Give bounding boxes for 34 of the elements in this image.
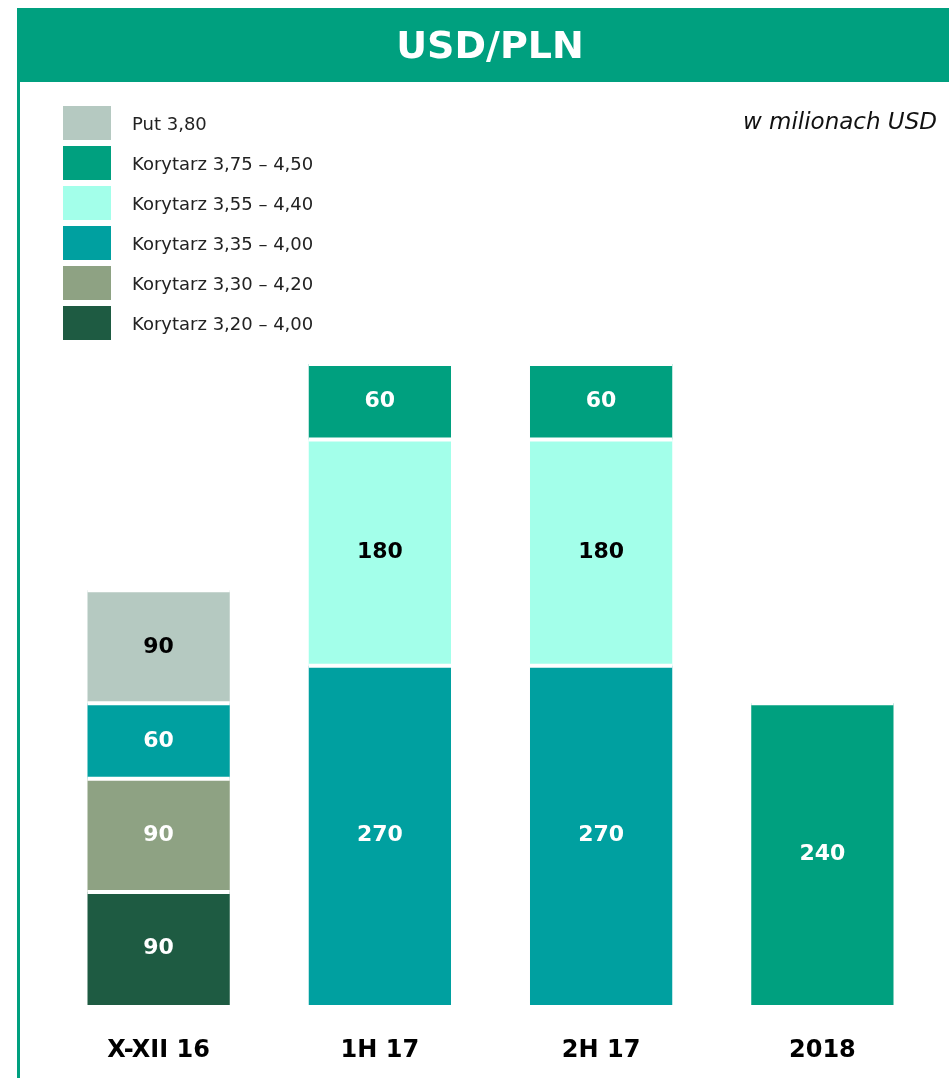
chart-title: USD/PLN	[396, 23, 584, 67]
data-label: 270	[578, 821, 625, 847]
data-label: 60	[143, 726, 174, 752]
legend-label: Korytarz 3,30 – 4,20	[132, 272, 314, 294]
data-label: 60	[585, 387, 617, 413]
data-label: 270	[356, 821, 403, 847]
bar	[87, 891, 230, 1005]
bar	[308, 364, 452, 440]
data-label: 180	[356, 538, 403, 564]
bar	[308, 439, 452, 666]
data-label: 180	[578, 538, 625, 564]
legend-label: Korytarz 3,75 – 4,50	[132, 152, 314, 174]
data-label: 240	[799, 839, 846, 865]
bar	[87, 778, 230, 892]
bar	[87, 703, 230, 779]
x-tick-label: 1H 17	[340, 1034, 420, 1063]
bar	[529, 665, 673, 1005]
legend-label: Korytarz 3,55 – 4,40	[132, 192, 314, 214]
x-tick-label: 2018	[788, 1034, 856, 1063]
data-label: 60	[364, 387, 396, 413]
bar	[751, 703, 894, 1005]
legend-label: Korytarz 3,20 – 4,00	[132, 312, 314, 334]
bar	[308, 665, 452, 1005]
legend-label: Put 3,80	[132, 112, 207, 134]
bar	[87, 590, 230, 704]
x-tick-label: X-XII 16	[107, 1034, 210, 1063]
x-tick-label: 2H 17	[561, 1034, 641, 1063]
data-label: 90	[143, 632, 174, 658]
text: w milionach USD	[742, 108, 937, 134]
legend-label: Korytarz 3,35 – 4,00	[132, 232, 314, 254]
bar	[529, 364, 673, 440]
data-label: 90	[143, 821, 174, 847]
data-label: 90	[143, 934, 174, 960]
bar	[529, 439, 673, 666]
